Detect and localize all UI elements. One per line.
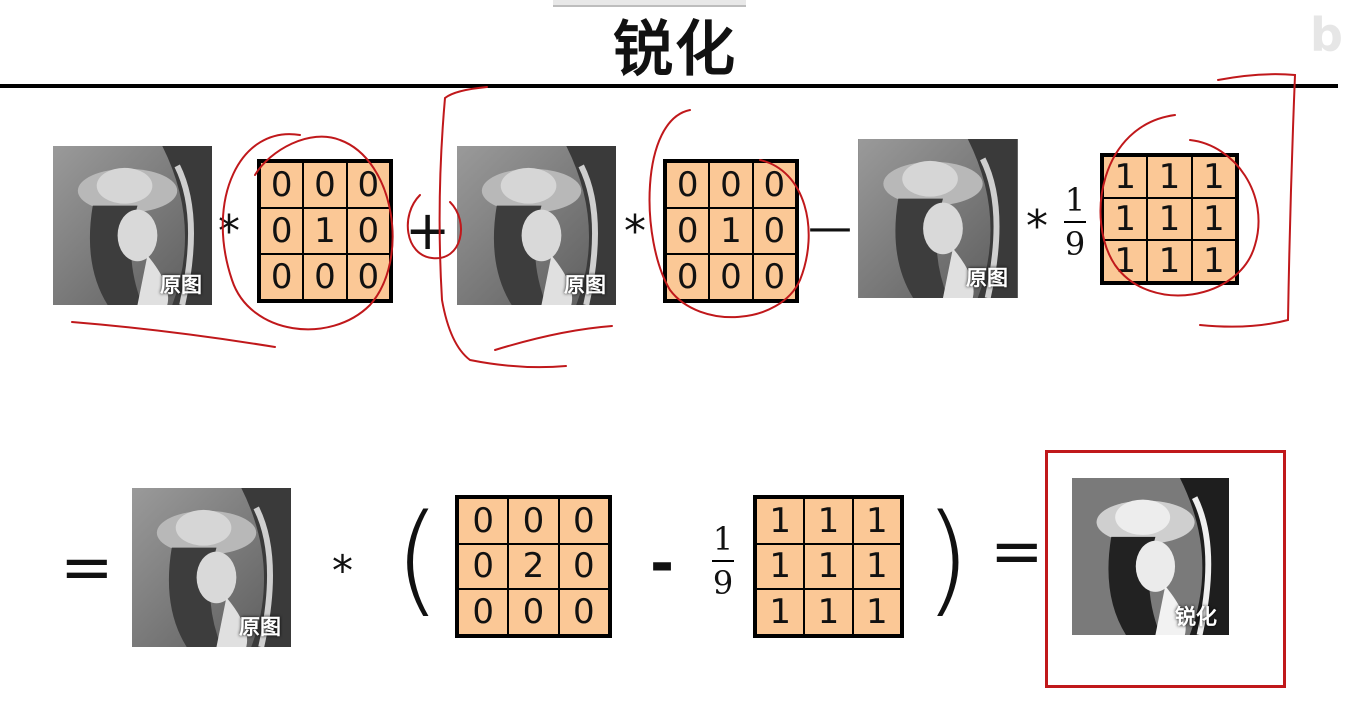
kernel-cell: 1 (1103, 156, 1148, 198)
fraction-denominator: 9 (1064, 225, 1086, 263)
kernel-cell: 0 (508, 498, 559, 544)
underline-photo-2 (494, 325, 613, 351)
kernel-cell: 0 (666, 162, 710, 208)
convolve-operator: * (218, 206, 240, 257)
kernel-cell: 0 (260, 208, 304, 254)
kernel-cell: 1 (1191, 198, 1236, 240)
one-ninth-fraction: 1 9 (712, 523, 734, 599)
fraction-bar (712, 560, 734, 562)
result-highlight-box (1045, 450, 1286, 688)
photo-caption: 锐化 (1175, 605, 1217, 629)
kernel-cell: 1 (852, 543, 901, 590)
kernel-cell: 0 (709, 162, 753, 208)
kernel-cell: 0 (260, 254, 304, 300)
kernel-cell: 1 (804, 498, 853, 544)
sharpened-photo: 锐化 (1072, 478, 1229, 635)
fraction-denominator: 9 (712, 564, 734, 602)
kernel-cell: 0 (458, 498, 509, 544)
kernel-cell: 0 (303, 162, 347, 208)
kernel-cell: 0 (752, 208, 796, 254)
close-parenthesis: ) (924, 490, 971, 629)
kernel-cell: 1 (709, 208, 753, 254)
portrait-image (132, 488, 291, 647)
kernel-cell: 0 (346, 208, 390, 254)
photo-caption: 原图 (239, 615, 281, 639)
convolve-operator: * (624, 206, 646, 257)
kernel-cell: 2 (508, 543, 559, 590)
underline-photo-1 (71, 321, 276, 348)
photo-caption: 原图 (160, 273, 202, 297)
open-parenthesis: ( (394, 490, 441, 629)
kernel-cell: 1 (804, 543, 853, 590)
kernel-cell: 0 (508, 589, 559, 635)
kernel-cell: 1 (852, 589, 901, 635)
kernel-cell: 1 (1103, 198, 1148, 240)
top-tab-strip (553, 0, 746, 7)
kernel-cell: 1 (756, 543, 805, 590)
equals-operator: = (60, 531, 114, 605)
kernel-cell: 0 (752, 162, 796, 208)
kernel-cell: 1 (1191, 156, 1236, 198)
kernel-cell: 1 (303, 208, 347, 254)
kernel-cell: 0 (346, 254, 390, 300)
convolve-operator: * (1026, 201, 1048, 252)
kernel-cell: 0 (709, 254, 753, 300)
kernel-cell: 0 (558, 498, 609, 544)
kernel-cell: 0 (260, 162, 304, 208)
title-underline (0, 84, 1338, 88)
fraction-numerator: 1 (1064, 181, 1086, 219)
kernel-cell: 1 (1147, 240, 1192, 282)
kernel-cell: 0 (666, 254, 710, 300)
kernel-cell: 1 (1147, 198, 1192, 240)
photo-caption: 原图 (564, 273, 606, 297)
equals-operator: = (990, 515, 1044, 589)
kernel-cell: 1 (756, 498, 805, 544)
original-photo-3: 原图 (858, 139, 1018, 298)
minus-operator: - (650, 529, 675, 597)
kernel-cell: 1 (756, 589, 805, 635)
kernel-cell: 0 (752, 254, 796, 300)
kernel-cell: 1 (1103, 240, 1148, 282)
convolve-operator: * (332, 546, 353, 595)
kernel-cell: 1 (1147, 156, 1192, 198)
kernel-cell: 1 (1191, 240, 1236, 282)
portrait-image (53, 146, 212, 305)
photo-caption: 原图 (966, 266, 1008, 290)
kernel-cell: 1 (852, 498, 901, 544)
one-ninth-fraction: 1 9 (1064, 184, 1086, 260)
kernel-cell: 0 (558, 543, 609, 590)
original-photo-2: 原图 (457, 146, 616, 305)
kernel-cell: 0 (458, 589, 509, 635)
kernel-cell: 0 (458, 543, 509, 590)
kernel-cell: 1 (804, 589, 853, 635)
bilibili-logo: b (1310, 8, 1343, 62)
minus-operator: — (808, 202, 852, 253)
fraction-bar (1064, 221, 1086, 223)
portrait-image (858, 139, 1018, 298)
plus-operator: + (405, 199, 451, 262)
kernel-cell: 0 (558, 589, 609, 635)
kernel-cell: 0 (303, 254, 347, 300)
page-title: 锐化 (613, 15, 737, 85)
sharpened-portrait-image (1072, 478, 1229, 635)
kernel-cell: 0 (346, 162, 390, 208)
original-photo-1: 原图 (53, 146, 212, 305)
fraction-numerator: 1 (712, 520, 734, 558)
kernel-cell: 0 (666, 208, 710, 254)
original-photo-4: 原图 (132, 488, 291, 647)
